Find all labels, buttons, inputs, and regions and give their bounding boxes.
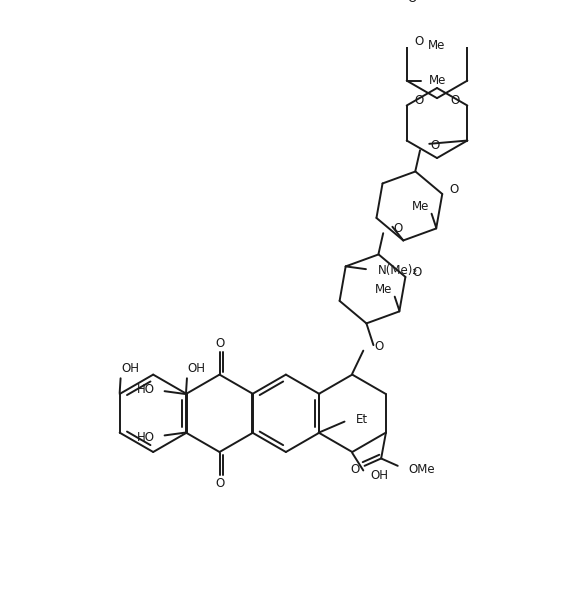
Text: O: O xyxy=(414,34,423,47)
Text: Me: Me xyxy=(429,74,446,87)
Text: O: O xyxy=(351,463,360,476)
Text: O: O xyxy=(451,94,460,107)
Text: Me: Me xyxy=(374,283,392,296)
Text: Et: Et xyxy=(356,413,368,426)
Text: OH: OH xyxy=(370,470,389,483)
Text: O: O xyxy=(393,222,403,235)
Text: O: O xyxy=(374,340,384,353)
Text: O: O xyxy=(407,0,417,5)
Text: O: O xyxy=(215,477,224,490)
Text: HO: HO xyxy=(137,383,154,396)
Text: O: O xyxy=(413,266,422,279)
Text: O: O xyxy=(414,94,423,107)
Text: OH: OH xyxy=(188,362,206,375)
Text: Me: Me xyxy=(411,200,429,213)
Text: Me: Me xyxy=(428,39,445,52)
Text: O: O xyxy=(430,139,439,152)
Text: N(Me)₂: N(Me)₂ xyxy=(378,264,418,278)
Text: OMe: OMe xyxy=(409,463,435,476)
Text: O: O xyxy=(215,337,224,350)
Text: O: O xyxy=(450,183,459,196)
Text: HO: HO xyxy=(137,431,154,444)
Text: OH: OH xyxy=(122,362,139,375)
